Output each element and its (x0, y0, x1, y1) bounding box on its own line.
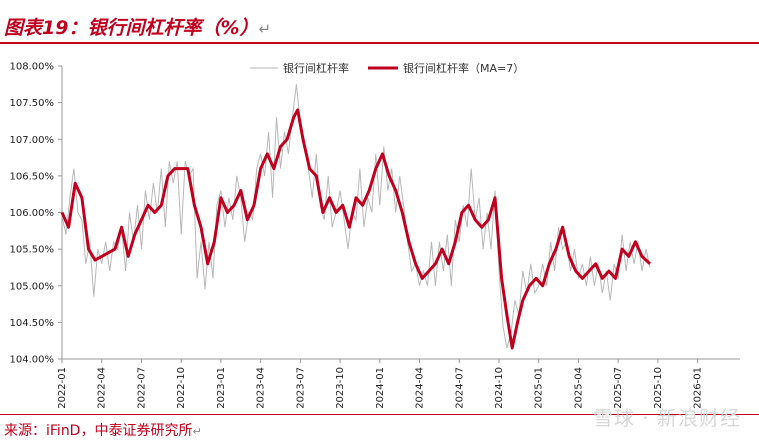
legend-label-raw: 银行间杠杆率 (283, 61, 349, 75)
y-tick-label: 104.00% (10, 355, 55, 366)
legend-label-ma7: 银行间杠杆率（MA=7） (403, 61, 524, 75)
y-tick-label: 105.50% (10, 245, 55, 256)
series-line-ma7 (60, 108, 652, 350)
x-tick-label: 2025-10 (653, 367, 664, 409)
x-tick-label: 2022-10 (176, 367, 187, 409)
line-chart: 104.00% 104.50% 105.00% 105.50% 106.00% 106.5… (10, 61, 740, 409)
x-tick-label: 2025-04 (573, 367, 584, 409)
x-tick-label: 2025-01 (534, 367, 545, 409)
x-tick-label: 2023-04 (256, 367, 267, 409)
x-tick-label: 2022-01 (57, 367, 68, 409)
chart-title: 图表19：银行间杠杆率（%）↵ (4, 13, 271, 40)
return-mark-icon: ↵ (258, 20, 272, 38)
y-tick-label: 107.00% (10, 135, 55, 146)
y-tick-label: 106.50% (10, 171, 55, 182)
source-note: 来源：iFinD，中泰证券研究所↵ (4, 420, 202, 440)
y-tick-label: 106.00% (10, 208, 55, 219)
x-tick-label: 2024-10 (494, 367, 505, 409)
chart-title-bar: 图表19：银行间杠杆率（%）↵ (0, 0, 759, 44)
series-line-raw (61, 84, 651, 349)
x-tick-label: 2024-01 (375, 367, 386, 409)
x-tick-label: 2024-07 (454, 367, 465, 409)
x-tick-label: 2024-04 (415, 367, 426, 409)
source-divider (0, 414, 759, 415)
x-tick-label: 2023-10 (335, 367, 346, 409)
x-tick-label: 2022-07 (136, 367, 147, 409)
y-tick-label: 105.00% (10, 281, 55, 292)
source-text: 来源：iFinD，中泰证券研究所 (4, 423, 193, 439)
x-tick-label: 2023-01 (216, 367, 227, 409)
source-return-icon: ↵ (192, 425, 202, 438)
x-tick-label: 2026-01 (693, 367, 704, 409)
title-divider (0, 42, 759, 44)
watermark: 雪球 · 新浪财经 (592, 406, 741, 430)
x-tick-label: 2023-07 (295, 367, 306, 409)
y-tick-label: 107.50% (10, 98, 55, 109)
x-tick-label: 2025-07 (613, 367, 624, 409)
x-tick-label: 2022-04 (97, 367, 108, 409)
y-tick-label: 108.00% (10, 62, 55, 73)
y-tick-label: 104.50% (10, 318, 55, 329)
chart-title-text: 图表19：银行间杠杆率（%） (4, 17, 259, 39)
